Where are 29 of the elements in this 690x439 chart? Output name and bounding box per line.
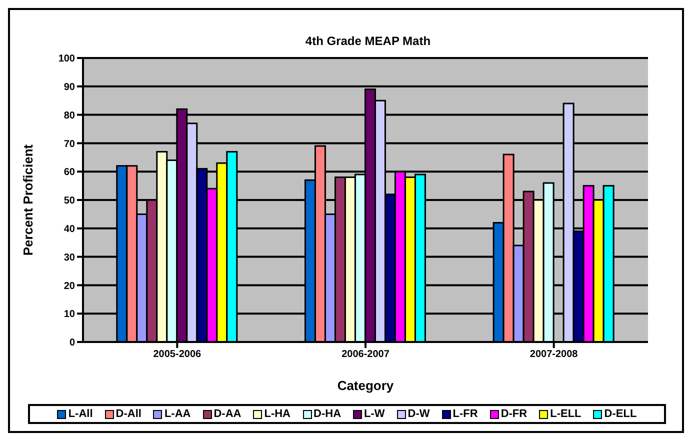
x-tick-label: 2006-2007	[342, 349, 390, 360]
x-tick-label: 2005-2006	[153, 349, 202, 360]
legend-label: L-HA	[263, 408, 291, 420]
chart-title: 4th Grade MEAP Math	[304, 34, 432, 48]
y-tick-label: 0	[69, 338, 76, 349]
legend-label: D-FR	[500, 408, 528, 420]
y-tick-label: 50	[64, 196, 76, 207]
y-tick-label: 60	[64, 167, 76, 178]
legend-label: D-All	[114, 408, 142, 420]
y-tick-label: 10	[64, 309, 76, 320]
y-tick-label: 40	[64, 224, 76, 235]
legend-label: L-ELL	[549, 408, 582, 420]
legend-label: L-FR	[452, 408, 478, 420]
y-axis-title: Percent Proficient	[20, 144, 36, 256]
legend-label: D-HA	[312, 408, 342, 420]
y-tick-label: 20	[64, 280, 76, 292]
y-tick-label: 30	[64, 252, 76, 264]
x-tick-label: 2007-2008	[530, 349, 578, 360]
legend-label: D-AA	[212, 408, 242, 420]
y-tick-label: 70	[64, 138, 76, 150]
legend-label: L-W	[363, 408, 385, 420]
x-axis-title: Category	[337, 378, 394, 393]
legend-label: D-ELL	[603, 408, 637, 420]
legend-label: D-W	[406, 408, 430, 420]
y-tick-label: 90	[64, 82, 76, 93]
legend-label: L-AA	[163, 408, 191, 420]
legend-label: L-All	[67, 408, 93, 420]
y-tick-label: 100	[58, 54, 76, 65]
y-tick-label: 80	[64, 110, 76, 122]
